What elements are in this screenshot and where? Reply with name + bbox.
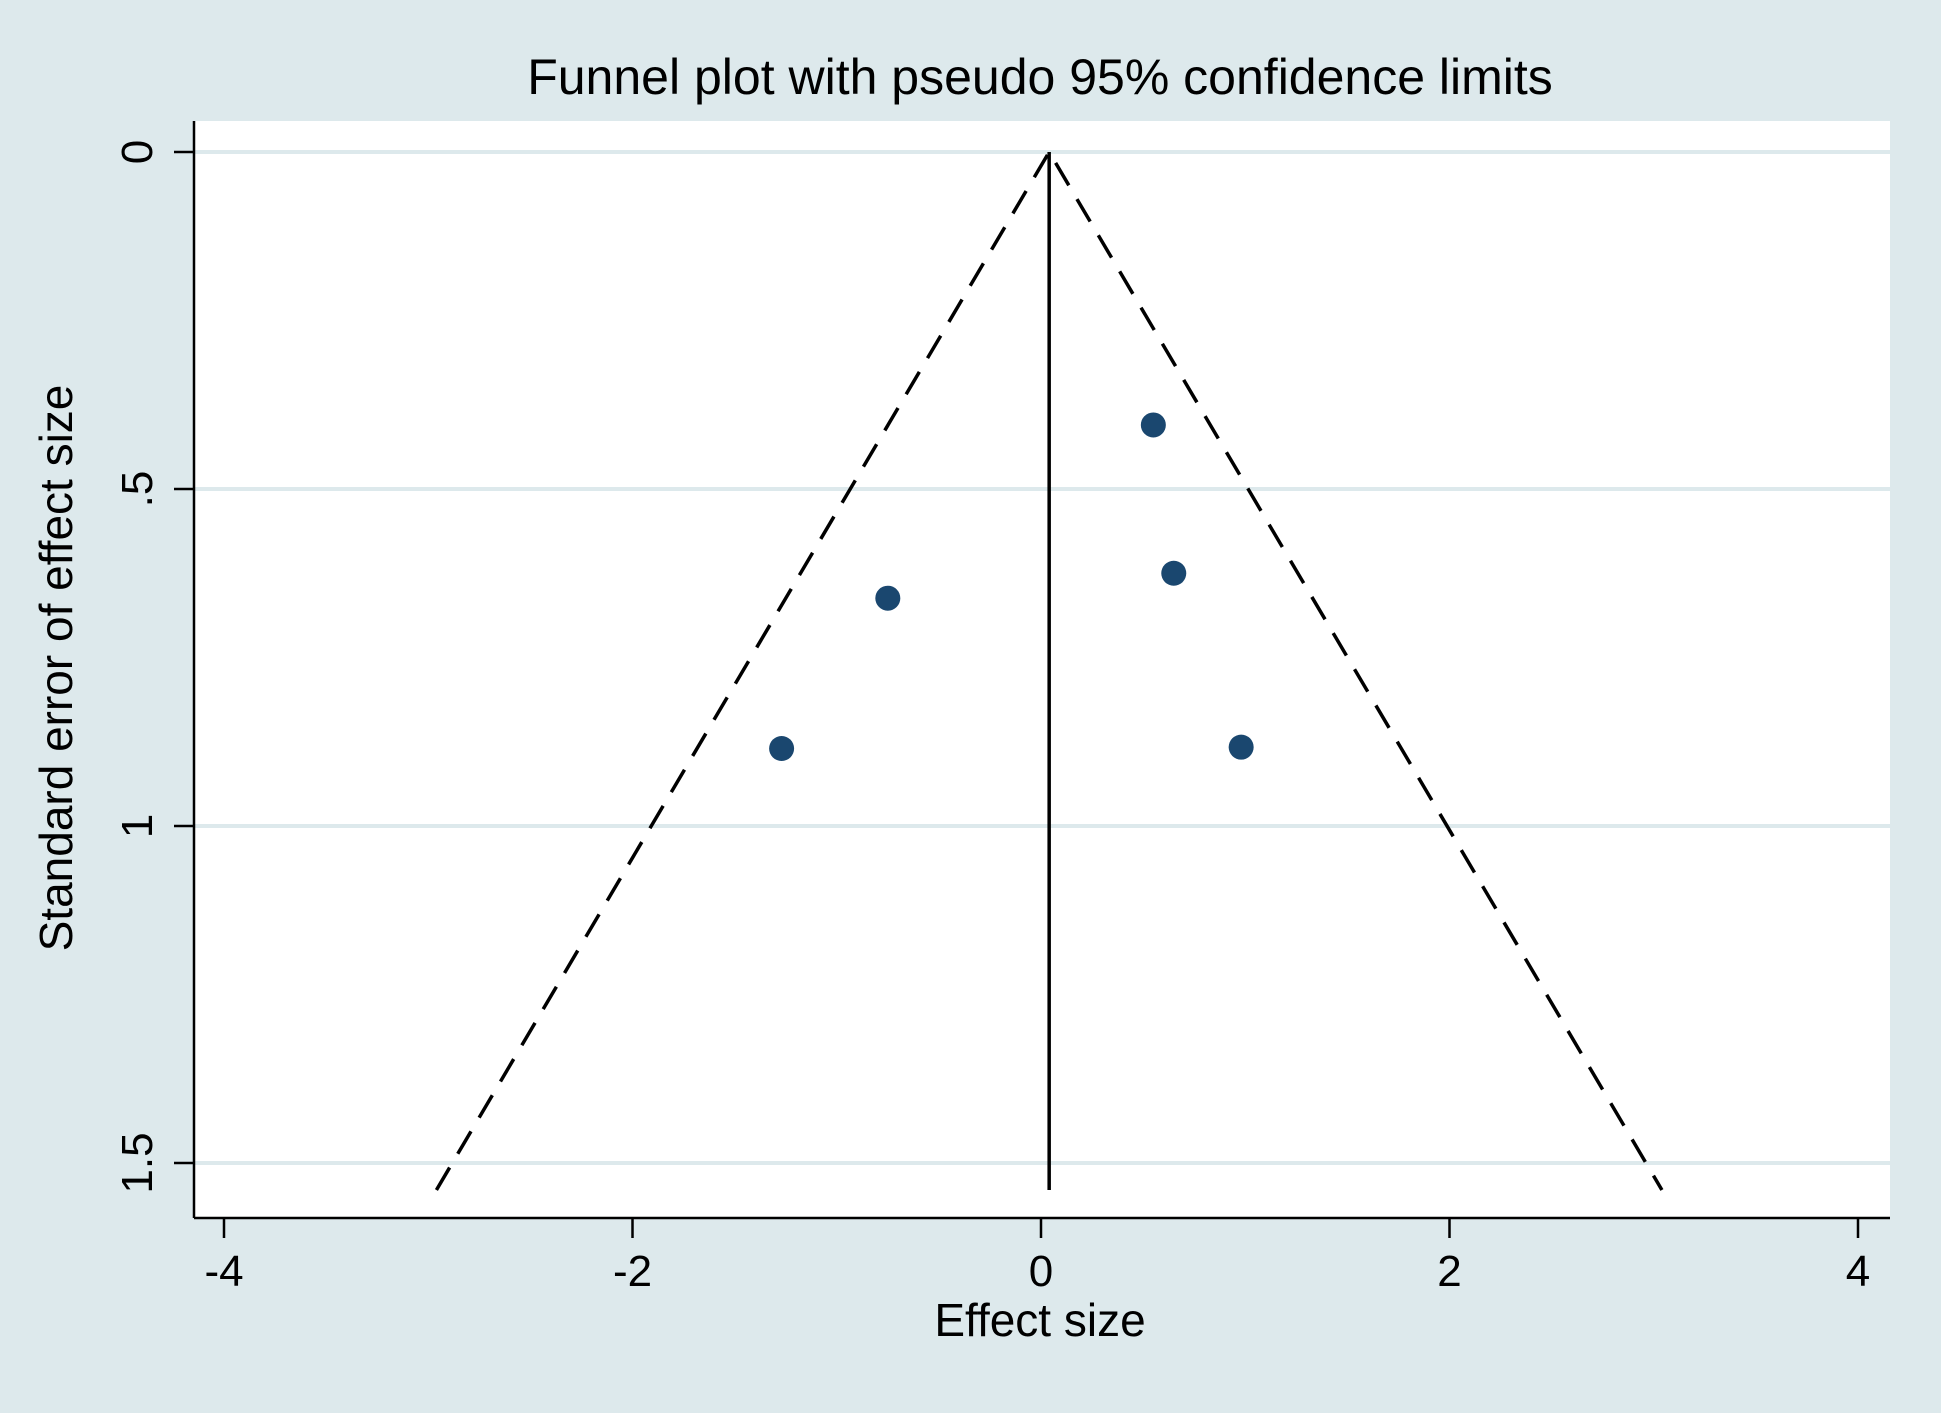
x-tick-label-2: 0	[1029, 1247, 1053, 1296]
data-point-0	[1140, 412, 1166, 438]
x-tick-label-0: -4	[204, 1247, 243, 1296]
y-axis-label: Standard error of effect size	[30, 385, 82, 952]
data-point-4	[1228, 734, 1254, 760]
x-tick-label-3: 2	[1437, 1247, 1461, 1296]
y-tick-label-3: 1.5	[113, 1132, 162, 1193]
x-axis-label: Effect size	[934, 1294, 1145, 1346]
data-point-2	[875, 585, 901, 611]
data-point-1	[1161, 560, 1187, 586]
y-tick-label-2: 1	[113, 814, 162, 838]
x-tick-label-4: 4	[1846, 1247, 1870, 1296]
y-tick-label-1: .5	[113, 471, 162, 508]
chart-title: Funnel plot with pseudo 95% confidence l…	[527, 49, 1553, 105]
data-point-3	[769, 735, 795, 761]
x-tick-label-1: -2	[613, 1247, 652, 1296]
y-tick-label-0: 0	[113, 140, 162, 164]
plot-area	[194, 121, 1890, 1218]
ci-limit-lines	[434, 148, 1664, 1191]
